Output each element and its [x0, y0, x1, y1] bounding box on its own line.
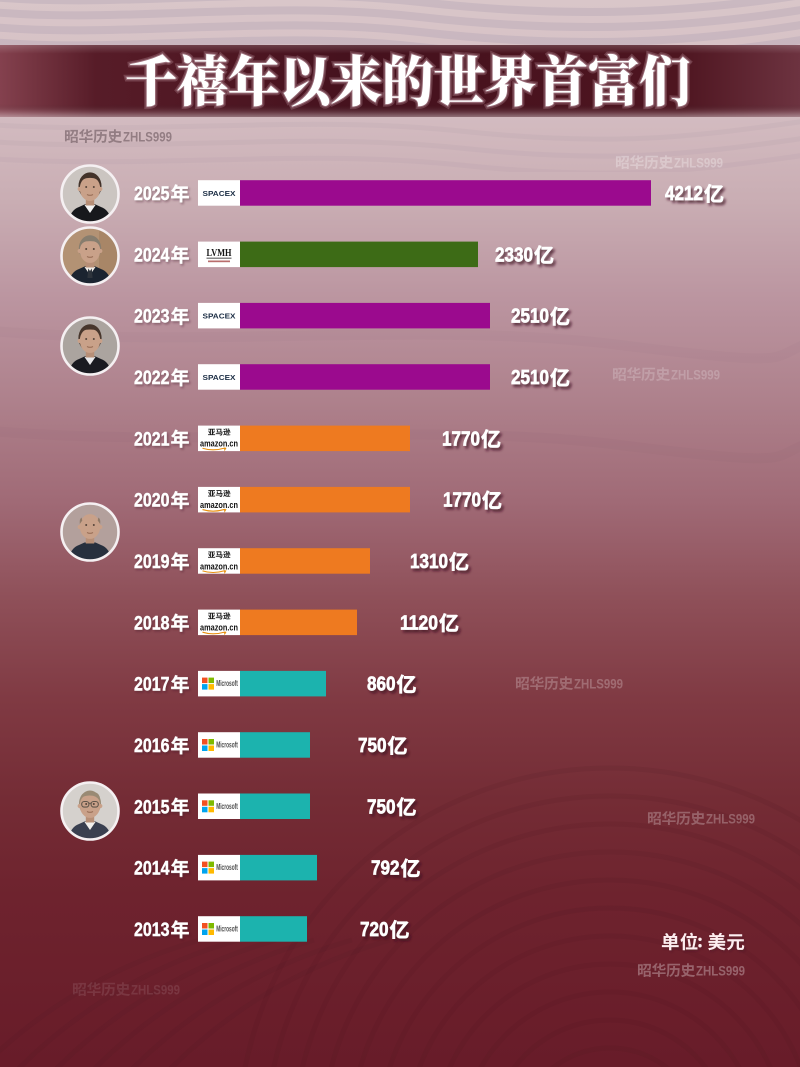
svg-text:2018: 2018 — [134, 612, 170, 634]
svg-text:ZHLS999: ZHLS999 — [706, 811, 755, 826]
svg-text:Microsoft: Microsoft — [216, 803, 238, 811]
svg-text:1770: 1770 — [442, 427, 480, 450]
svg-text:1770: 1770 — [443, 489, 481, 512]
svg-text:2020: 2020 — [134, 490, 170, 512]
svg-text:ZHLS999: ZHLS999 — [674, 155, 723, 170]
svg-text:Microsoft: Microsoft — [216, 742, 238, 750]
svg-text:ZHLS999: ZHLS999 — [574, 676, 623, 691]
svg-text:2024: 2024 — [134, 244, 170, 266]
svg-text:ZHLS999: ZHLS999 — [671, 367, 720, 382]
svg-text:ZHLS999: ZHLS999 — [696, 963, 745, 978]
svg-text:750: 750 — [367, 795, 396, 818]
svg-text:2510: 2510 — [511, 305, 549, 328]
svg-text:2014: 2014 — [134, 858, 170, 880]
svg-text:2023: 2023 — [134, 306, 170, 328]
svg-text:2330: 2330 — [495, 243, 533, 266]
svg-text:amazon.cn: amazon.cn — [200, 561, 238, 572]
svg-text:Microsoft: Microsoft — [216, 680, 238, 688]
svg-text:720: 720 — [360, 918, 389, 941]
svg-text:SPACEX: SPACEX — [203, 373, 236, 382]
svg-text:Microsoft: Microsoft — [216, 864, 238, 872]
svg-text:1310: 1310 — [410, 550, 448, 573]
svg-text:750: 750 — [358, 734, 387, 757]
svg-text:SPACEX: SPACEX — [203, 312, 236, 321]
svg-text:amazon.cn: amazon.cn — [200, 622, 238, 633]
svg-text:amazon.cn: amazon.cn — [200, 499, 238, 510]
svg-text:792: 792 — [371, 857, 400, 880]
svg-text:ZHLS999: ZHLS999 — [123, 129, 172, 144]
svg-text:1120: 1120 — [400, 611, 438, 634]
svg-text:2016: 2016 — [134, 735, 170, 757]
svg-text:ZHLS999: ZHLS999 — [131, 982, 180, 997]
svg-text:860: 860 — [367, 673, 396, 696]
svg-text:4212: 4212 — [665, 182, 703, 205]
svg-text:Microsoft: Microsoft — [216, 926, 238, 934]
svg-text:2022: 2022 — [134, 367, 170, 389]
svg-text:2015: 2015 — [134, 796, 170, 818]
svg-text:2019: 2019 — [134, 551, 170, 573]
svg-text:2021: 2021 — [134, 428, 170, 450]
svg-text:2017: 2017 — [134, 674, 170, 696]
svg-text:SPACEX: SPACEX — [203, 189, 236, 198]
svg-text:2013: 2013 — [134, 919, 170, 941]
svg-text:LVMH: LVMH — [207, 248, 232, 259]
svg-text:2510: 2510 — [511, 366, 549, 389]
svg-text:2025: 2025 — [134, 183, 170, 205]
svg-text:amazon.cn: amazon.cn — [200, 438, 238, 449]
